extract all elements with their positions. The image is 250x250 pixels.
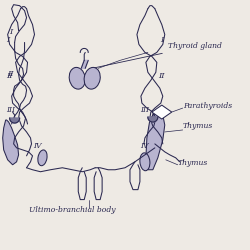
Text: IV: IV <box>34 142 42 150</box>
Polygon shape <box>152 105 172 119</box>
Polygon shape <box>10 118 20 123</box>
Text: Thymus: Thymus <box>178 159 208 167</box>
Ellipse shape <box>140 153 150 171</box>
Text: I: I <box>6 36 9 44</box>
Text: II: II <box>7 70 13 78</box>
Text: IV: IV <box>140 142 148 150</box>
Polygon shape <box>146 112 165 170</box>
Text: Thymus: Thymus <box>183 122 213 130</box>
Text: Parathyroids: Parathyroids <box>183 102 232 110</box>
Polygon shape <box>148 117 158 122</box>
Text: I: I <box>9 28 12 36</box>
Text: III: III <box>6 106 15 114</box>
Text: II: II <box>158 72 164 80</box>
Ellipse shape <box>38 150 47 166</box>
Ellipse shape <box>69 68 85 89</box>
Text: III: III <box>140 106 149 114</box>
Polygon shape <box>3 120 18 165</box>
Text: II: II <box>6 72 12 80</box>
Text: Ultimo-branchial body: Ultimo-branchial body <box>29 206 116 214</box>
Text: I: I <box>160 36 163 44</box>
Ellipse shape <box>84 68 100 89</box>
Polygon shape <box>81 60 88 68</box>
Text: Thyroid gland: Thyroid gland <box>95 42 222 68</box>
